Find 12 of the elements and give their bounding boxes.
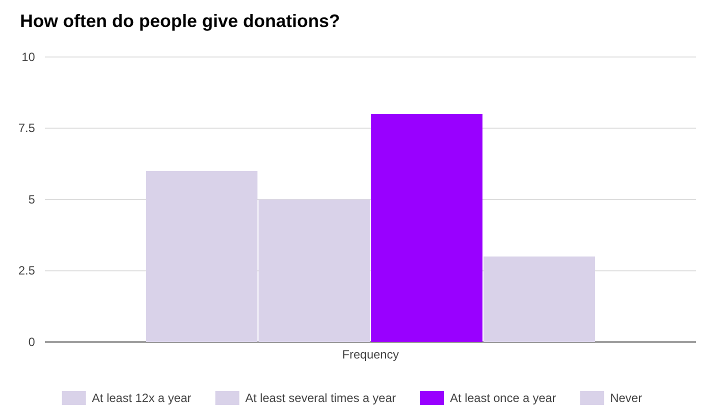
- chart-title: How often do people give donations?: [20, 11, 340, 31]
- x-tick-label: Frequency: [342, 348, 399, 362]
- y-tick-label: 2.5: [18, 264, 36, 278]
- y-tick-label: 5: [28, 192, 36, 206]
- y-tick-label: 7.5: [18, 121, 36, 136]
- legend-label: Never: [610, 391, 642, 405]
- legend-label: At least once a year: [450, 391, 556, 405]
- bar: [371, 114, 482, 342]
- legend-label: At least several times a year: [245, 391, 396, 405]
- y-tick-label: 0: [28, 334, 36, 349]
- y-tick-label: 10: [22, 50, 36, 64]
- legend-label: At least 12x a year: [92, 391, 192, 405]
